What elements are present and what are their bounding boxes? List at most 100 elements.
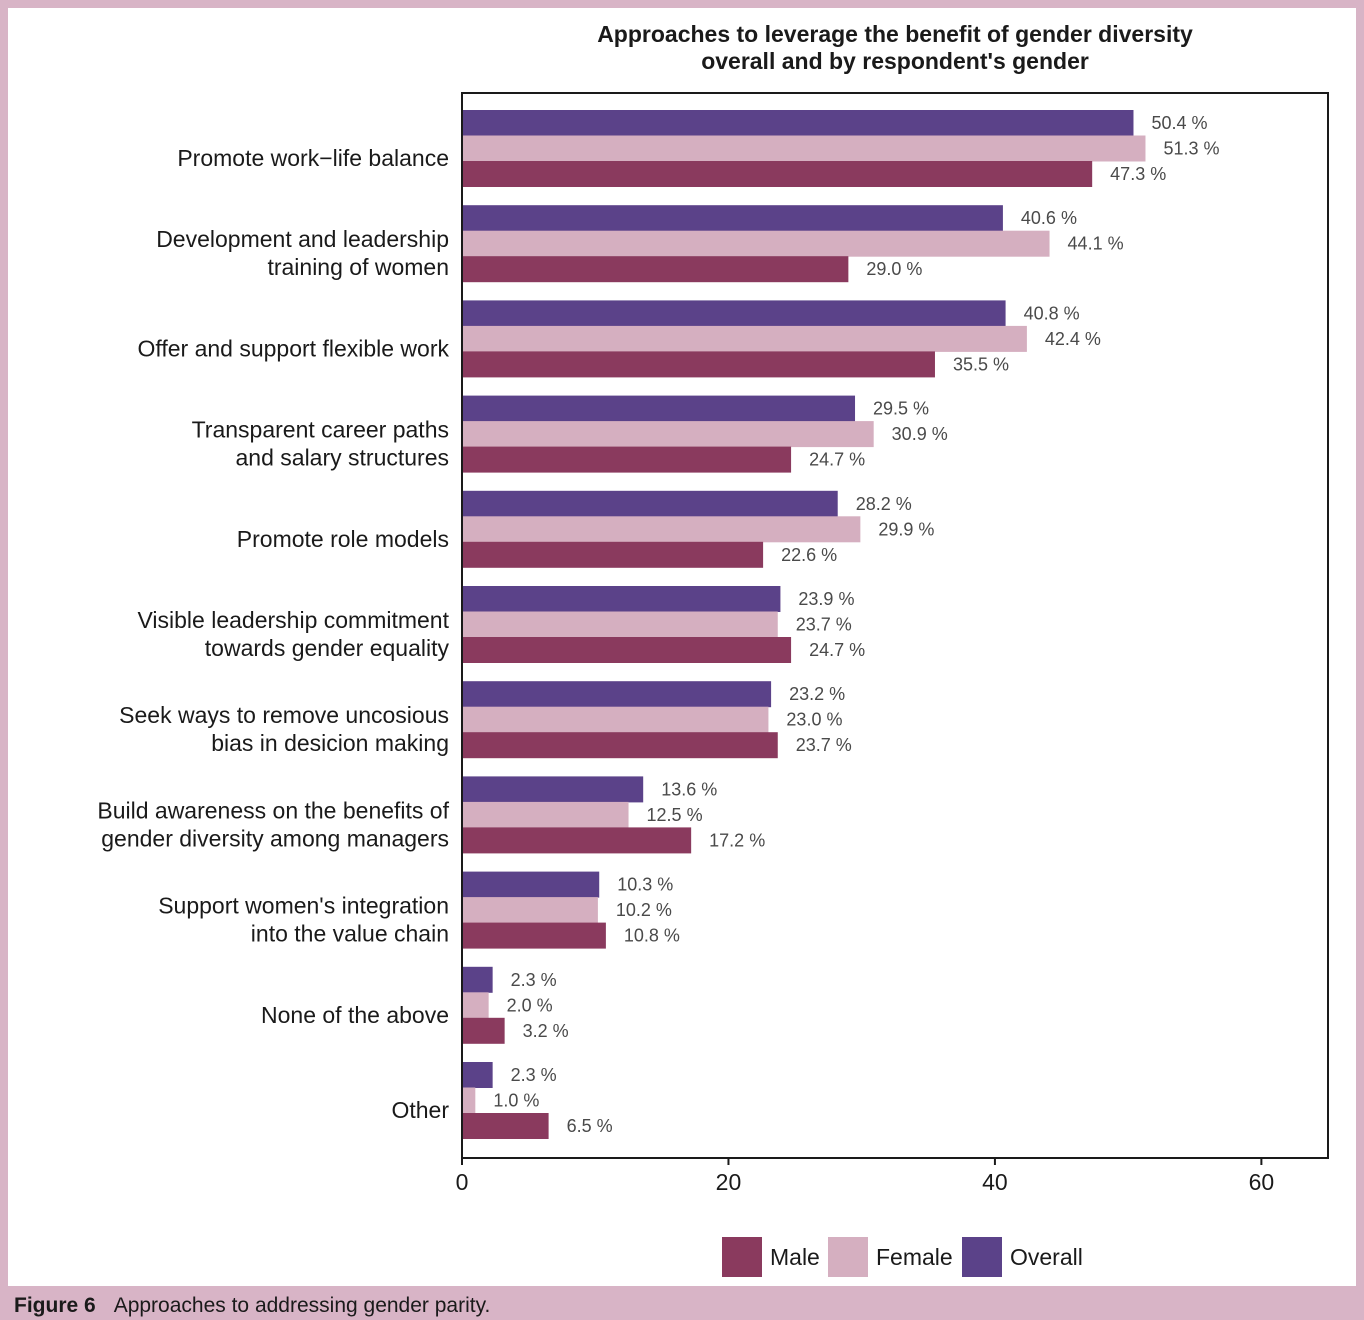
data-label-male: 23.7 % [796, 735, 852, 755]
x-tick-label: 20 [716, 1169, 742, 1195]
bar-female [463, 516, 861, 543]
bar-overall [463, 966, 493, 993]
category-label: Promote role models [237, 526, 449, 552]
data-label-female: 23.7 % [796, 615, 852, 635]
bar-female [463, 897, 598, 924]
bar-female [463, 230, 1050, 257]
bar-overall [463, 395, 856, 422]
category-label: into the value chain [251, 921, 449, 947]
legend-swatch-female [828, 1237, 868, 1277]
legend-label-male: Male [770, 1244, 820, 1270]
data-label-male: 47.3 % [1110, 164, 1166, 184]
bar-male [463, 637, 792, 663]
data-label-male: 24.7 % [809, 450, 865, 470]
figure-caption-text: Approaches to addressing gender parity. [113, 1294, 491, 1317]
bar-overall [463, 871, 600, 898]
bar-female [463, 325, 1027, 352]
data-label-female: 23.0 % [786, 710, 842, 730]
bar-female [463, 421, 874, 448]
data-label-male: 10.8 % [624, 926, 680, 946]
legend-label-female: Female [876, 1244, 953, 1270]
category-label: Support women's integration [158, 893, 449, 919]
data-label-overall: 50.4 % [1151, 113, 1207, 133]
data-label-overall: 28.2 % [856, 494, 912, 514]
x-tick-label: 0 [456, 1169, 469, 1195]
category-label: Offer and support flexible work [137, 335, 449, 361]
data-label-female: 12.5 % [647, 805, 703, 825]
legend-label-overall: Overall [1010, 1244, 1083, 1270]
data-label-female: 51.3 % [1163, 139, 1219, 159]
data-label-female: 29.9 % [878, 519, 934, 539]
bar-overall [463, 776, 644, 803]
category-label: Seek ways to remove uncosious [119, 702, 449, 728]
category-label: Build awareness on the benefits of [97, 797, 449, 823]
category-label: Development and leadership [156, 226, 449, 252]
figure-caption: Figure 6 Approaches to addressing gender … [14, 1294, 490, 1320]
legend-swatch-overall [962, 1237, 1002, 1277]
bar-overall [463, 300, 1006, 327]
chart-title-line: overall and by respondent's gender [701, 48, 1089, 74]
bar-female [463, 992, 489, 1019]
data-label-female: 42.4 % [1045, 329, 1101, 349]
category-label: training of women [267, 254, 449, 280]
data-label-overall: 40.8 % [1024, 303, 1080, 323]
data-label-female: 10.2 % [616, 900, 672, 920]
data-label-overall: 40.6 % [1021, 208, 1077, 228]
bar-female [463, 135, 1146, 162]
category-label: Transparent career paths [192, 417, 449, 443]
data-label-male: 17.2 % [709, 830, 765, 850]
bar-female [463, 706, 769, 733]
bar-overall [463, 110, 1134, 136]
bar-male [463, 922, 606, 949]
data-label-overall: 2.3 % [511, 970, 557, 990]
bar-female [463, 801, 629, 828]
plot-frame [461, 92, 1329, 1159]
chart-title-line: Approaches to leverage the benefit of ge… [597, 21, 1193, 47]
data-label-male: 35.5 % [953, 354, 1009, 374]
data-label-overall: 10.3 % [617, 875, 673, 895]
bar-overall [463, 586, 781, 612]
bar-female [463, 1087, 476, 1114]
data-label-overall: 13.6 % [661, 779, 717, 799]
category-label: gender diversity among managers [101, 825, 449, 851]
x-tick-label: 60 [1249, 1169, 1275, 1195]
figure-label: Figure 6 [14, 1294, 96, 1317]
bar-male [463, 1017, 505, 1044]
legend-swatch-male [722, 1237, 762, 1277]
category-label: None of the above [261, 1002, 449, 1028]
bar-male [463, 1113, 549, 1139]
bar-chart: Approaches to leverage the benefit of ge… [97, 21, 1329, 1277]
data-label-male: 3.2 % [523, 1021, 569, 1041]
bar-female [463, 611, 778, 638]
bar-overall [463, 490, 838, 517]
bar-overall [463, 205, 1003, 232]
bar-male [463, 541, 764, 568]
bar-male [463, 351, 935, 378]
data-label-overall: 2.3 % [511, 1065, 557, 1085]
data-label-male: 29.0 % [866, 259, 922, 279]
data-label-female: 1.0 % [493, 1091, 539, 1111]
data-label-male: 6.5 % [567, 1116, 613, 1136]
category-label: towards gender equality [205, 635, 450, 661]
category-label: Visible leadership commitment [138, 607, 450, 633]
bar-male [463, 446, 792, 473]
data-label-male: 24.7 % [809, 640, 865, 660]
bar-overall [463, 1062, 493, 1088]
bar-male [463, 256, 849, 283]
x-tick-label: 40 [982, 1169, 1008, 1195]
data-label-male: 22.6 % [781, 545, 837, 565]
data-label-female: 30.9 % [892, 424, 948, 444]
category-label: bias in desicion making [211, 730, 449, 756]
bar-male [463, 732, 778, 759]
data-label-overall: 29.5 % [873, 399, 929, 419]
data-label-female: 44.1 % [1068, 234, 1124, 254]
bar-male [463, 161, 1093, 187]
data-label-overall: 23.2 % [789, 684, 845, 704]
category-label: Promote work−life balance [177, 145, 449, 171]
data-label-overall: 23.9 % [798, 589, 854, 609]
category-label: Other [391, 1097, 449, 1123]
bar-overall [463, 681, 772, 708]
bar-male [463, 827, 692, 854]
data-label-female: 2.0 % [507, 995, 553, 1015]
category-label: and salary structures [236, 445, 449, 471]
